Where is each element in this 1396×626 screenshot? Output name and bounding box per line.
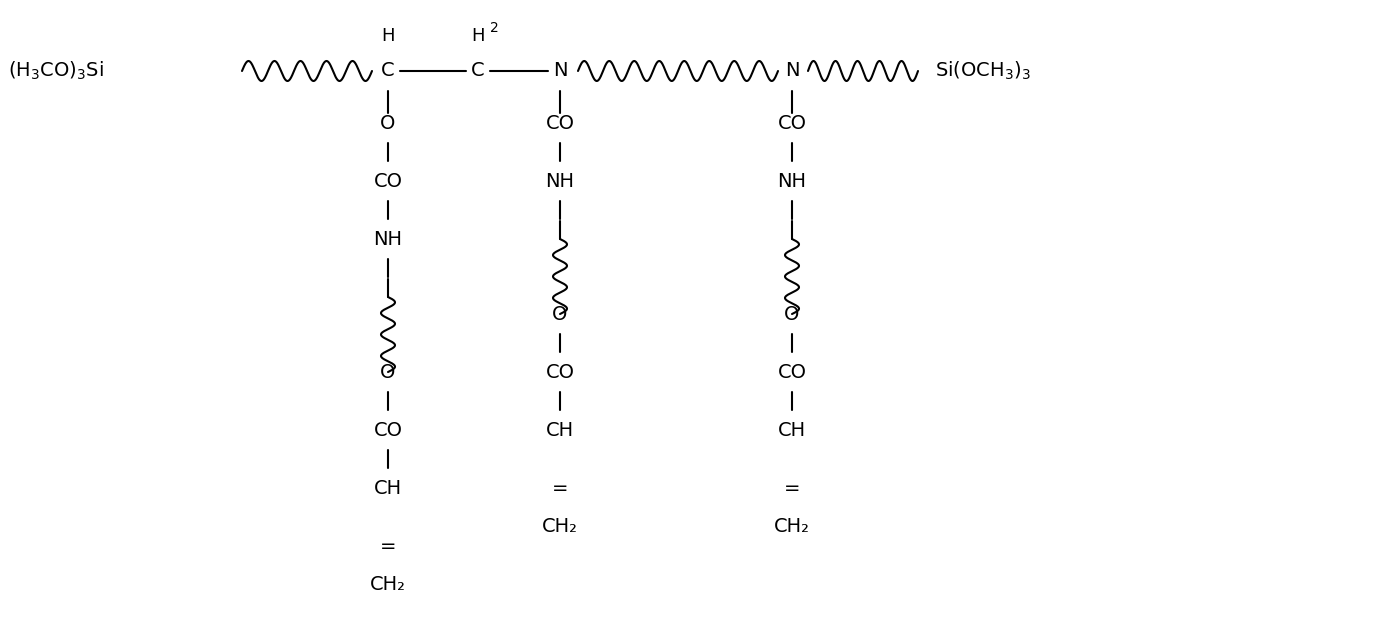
Text: CH₂: CH₂ xyxy=(542,516,578,535)
Text: 2: 2 xyxy=(490,21,498,35)
Text: H: H xyxy=(381,27,395,45)
Text: N: N xyxy=(785,61,800,81)
Text: CO: CO xyxy=(778,362,807,381)
Text: CH: CH xyxy=(546,421,574,439)
Text: $\left(\mathrm{H_3CO}\right)_3$Si: $\left(\mathrm{H_3CO}\right)_3$Si xyxy=(8,60,103,82)
Text: O: O xyxy=(380,113,395,133)
Text: =: = xyxy=(380,536,396,555)
Text: N: N xyxy=(553,61,567,81)
Text: CO: CO xyxy=(374,421,402,439)
Text: Si$\left(\mathrm{OCH_3}\right)_3$: Si$\left(\mathrm{OCH_3}\right)_3$ xyxy=(935,60,1030,82)
Text: CH₂: CH₂ xyxy=(773,516,810,535)
Text: CO: CO xyxy=(778,113,807,133)
Text: CH₂: CH₂ xyxy=(370,575,406,593)
Text: CO: CO xyxy=(546,362,575,381)
Text: =: = xyxy=(783,478,800,498)
Text: CO: CO xyxy=(546,113,575,133)
Text: =: = xyxy=(551,478,568,498)
Text: CH: CH xyxy=(374,478,402,498)
Text: CO: CO xyxy=(374,172,402,190)
Text: C: C xyxy=(472,61,484,81)
Text: C: C xyxy=(381,61,395,81)
Text: O: O xyxy=(785,304,800,324)
Text: CH: CH xyxy=(778,421,805,439)
Text: O: O xyxy=(380,362,395,381)
Text: H: H xyxy=(472,27,484,45)
Text: NH: NH xyxy=(778,172,807,190)
Text: NH: NH xyxy=(546,172,575,190)
Text: NH: NH xyxy=(374,230,402,249)
Text: O: O xyxy=(553,304,568,324)
